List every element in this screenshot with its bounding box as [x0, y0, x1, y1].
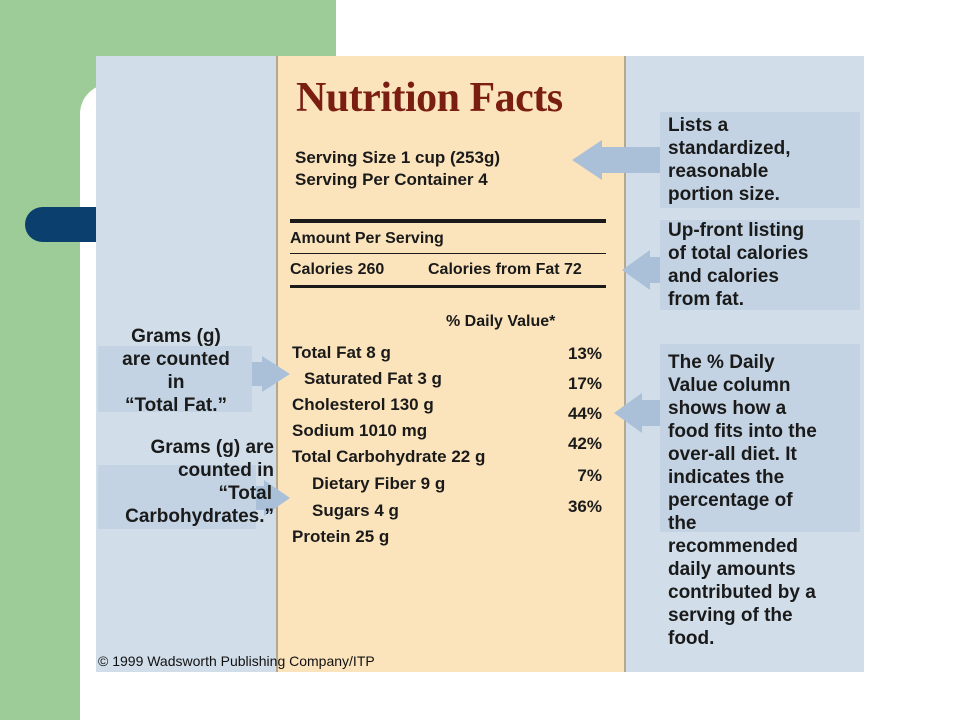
daily-value-percent: 7%: [577, 466, 602, 485]
callout-serving-size: Lists a standardized, reasonable portion…: [668, 115, 791, 205]
amount-per-serving: Amount Per Serving: [290, 230, 444, 247]
nutrient-name: Saturated Fat 3 g: [304, 369, 442, 388]
arrow-total-carb: [254, 480, 290, 516]
callout-bg-fat: [98, 346, 252, 412]
daily-value-header: % Daily Value*: [446, 313, 556, 330]
copyright-notice: © 1999 Wadsworth Publishing Company/ITP: [98, 653, 375, 669]
daily-value-percent: 44%: [567, 404, 602, 423]
callout-daily-value: The % Daily Value column shows how a foo…: [668, 352, 817, 649]
callout-calories: Up-front listing of total calories and c…: [668, 220, 809, 310]
callout-bg-serving: [660, 112, 860, 208]
label-title: Nutrition Facts: [296, 75, 563, 121]
daily-value-percent: 13%: [567, 344, 602, 363]
arrow-serving-size: [572, 140, 664, 180]
nutrient-name: Total Carbohydrate 22 g: [292, 447, 486, 466]
daily-value-percent: 17%: [567, 374, 602, 393]
calories-from-fat: Calories from Fat 72: [428, 261, 582, 278]
callout-bg-calories: [660, 220, 860, 310]
arrow-total-fat: [250, 356, 290, 392]
thin-rule: [290, 253, 606, 254]
serving-size: Serving Size 1 cup (253g): [295, 148, 501, 167]
thick-rule: [290, 219, 606, 223]
callout-bg-carb: [98, 465, 256, 529]
arrow-calories: [622, 250, 664, 290]
nutrient-name: Sodium 1010 mg: [292, 421, 428, 440]
nutrient-name: Cholesterol 130 g: [292, 395, 434, 414]
nutrient-name: Sugars 4 g: [312, 501, 399, 520]
daily-value-percent: 36%: [567, 497, 602, 516]
medium-rule: [290, 285, 606, 288]
callout-total-carb: Grams (g) are counted in “Total Carbohyd…: [125, 437, 274, 527]
daily-value-percent: 42%: [567, 434, 602, 453]
arrow-daily-value: [614, 393, 664, 433]
calories-total: Calories 260: [290, 261, 385, 278]
callout-total-fat: Grams (g) are counted in “Total Fat.”: [122, 326, 230, 416]
nutrient-name: Protein 25 g: [292, 527, 390, 546]
nutrient-name: Total Fat 8 g: [292, 343, 391, 362]
callout-bg-dv: [660, 344, 860, 532]
nutrient-name: Dietary Fiber 9 g: [312, 474, 446, 493]
servings-per-container: Serving Per Container 4: [295, 170, 488, 189]
nutrition-label-panel: [276, 56, 626, 672]
